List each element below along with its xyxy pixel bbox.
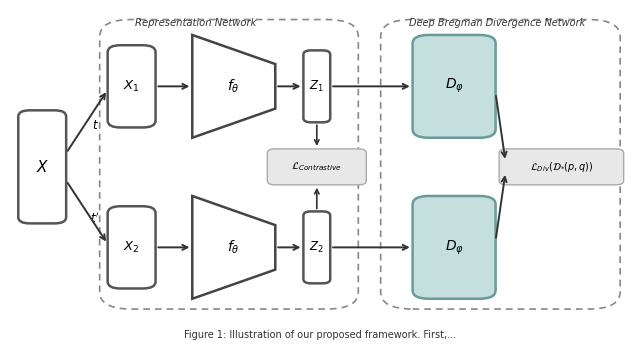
Polygon shape bbox=[192, 35, 275, 138]
Text: $Z_1$: $Z_1$ bbox=[309, 79, 324, 94]
Text: $\mathcal{L}_{Contrastive}$: $\mathcal{L}_{Contrastive}$ bbox=[291, 160, 342, 173]
FancyBboxPatch shape bbox=[268, 149, 366, 185]
Text: $f_{\theta}$: $f_{\theta}$ bbox=[227, 239, 240, 256]
Text: Figure 1: Illustration of our proposed framework. First,...: Figure 1: Illustration of our proposed f… bbox=[184, 330, 456, 340]
Text: $D_{\varphi}$: $D_{\varphi}$ bbox=[445, 238, 463, 257]
Text: $Z_2$: $Z_2$ bbox=[309, 240, 324, 255]
FancyBboxPatch shape bbox=[303, 50, 330, 122]
FancyBboxPatch shape bbox=[413, 35, 495, 138]
Text: $t'$: $t'$ bbox=[90, 211, 100, 226]
Text: $\mathcal{L}_{Div}(\mathcal{D}_{*}(p,q))$: $\mathcal{L}_{Div}(\mathcal{D}_{*}(p,q))… bbox=[529, 160, 593, 174]
FancyBboxPatch shape bbox=[499, 149, 623, 185]
Text: $t$: $t$ bbox=[92, 119, 99, 132]
Text: $X_2$: $X_2$ bbox=[124, 240, 140, 255]
FancyBboxPatch shape bbox=[19, 110, 66, 223]
Text: $f_{\theta}$: $f_{\theta}$ bbox=[227, 78, 240, 95]
Text: Representation Network: Representation Network bbox=[135, 18, 256, 28]
Text: $X_1$: $X_1$ bbox=[124, 79, 140, 94]
FancyBboxPatch shape bbox=[303, 212, 330, 283]
FancyBboxPatch shape bbox=[108, 206, 156, 289]
FancyBboxPatch shape bbox=[108, 45, 156, 128]
FancyBboxPatch shape bbox=[413, 196, 495, 299]
Text: $X$: $X$ bbox=[35, 159, 49, 175]
Polygon shape bbox=[192, 196, 275, 299]
Text: $D_{\varphi}$: $D_{\varphi}$ bbox=[445, 77, 463, 96]
Text: Deep Bregman Divergence Network: Deep Bregman Divergence Network bbox=[410, 18, 586, 28]
